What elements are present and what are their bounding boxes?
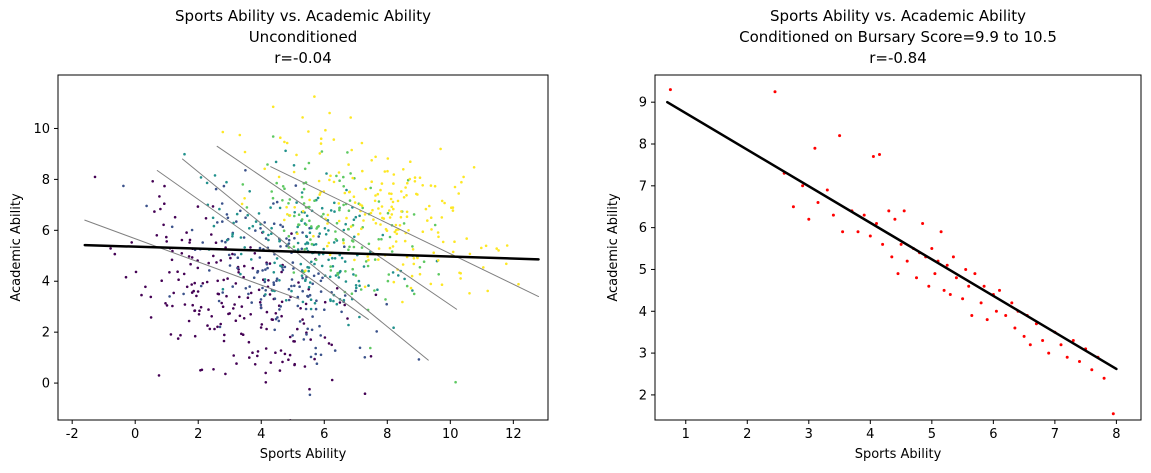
svg-text:5: 5 [928,427,936,442]
left-chart-title: Sports Ability vs. Academic Ability Unco… [58,6,548,69]
right-chart-panel: Sports Ability vs. Academic Ability Cond… [575,0,1151,473]
left-chart-title-line2: Unconditioned [248,28,358,46]
left-chart-title-line3: r=-0.04 [274,49,332,67]
left-chart-title-line1: Sports Ability vs. Academic Ability [175,7,431,25]
svg-text:4: 4 [42,275,50,290]
svg-text:Sports Ability: Sports Ability [260,447,347,462]
right-chart-title: Sports Ability vs. Academic Ability Cond… [655,6,1141,69]
right-chart-title-line2: Conditioned on Bursary Score=9.9 to 10.5 [739,28,1057,46]
svg-text:6: 6 [42,224,50,239]
svg-text:10: 10 [33,122,50,137]
svg-text:2: 2 [639,388,647,403]
right-chart-title-line3: r=-0.84 [869,49,927,67]
svg-text:7: 7 [639,179,647,194]
svg-text:9: 9 [639,96,647,111]
svg-text:8: 8 [639,138,647,153]
svg-text:6: 6 [989,427,997,442]
svg-text:8: 8 [383,427,391,442]
right-chart-canvas: 1 2 3 4 5 6 7 8 2 3 4 5 6 7 8 9 Sports Ability Academic A… [606,74,1142,462]
svg-text:5: 5 [639,263,647,278]
svg-text:2: 2 [194,427,202,442]
svg-text:3: 3 [639,347,647,362]
svg-text:0: 0 [42,377,50,392]
svg-text:Academic Ability: Academic Ability [9,193,24,302]
svg-text:4: 4 [866,427,874,442]
svg-text:8: 8 [42,173,50,188]
svg-text:8: 8 [1112,427,1120,442]
svg-text:Academic Ability: Academic Ability [606,193,621,302]
right-chart-title-line1: Sports Ability vs. Academic Ability [770,7,1026,25]
svg-text:4: 4 [257,427,265,442]
svg-text:6: 6 [639,221,647,236]
svg-text:12: 12 [505,427,522,442]
svg-text:0: 0 [131,427,139,442]
svg-text:6: 6 [320,427,328,442]
svg-text:1: 1 [682,427,690,442]
left-chart-panel: Sports Ability vs. Academic Ability Unco… [0,0,575,473]
svg-text:3: 3 [805,427,813,442]
svg-text:10: 10 [442,427,459,442]
svg-text:-2: -2 [66,427,79,442]
svg-text:7: 7 [1051,427,1059,442]
svg-text:2: 2 [42,326,50,341]
svg-text:4: 4 [639,305,647,320]
left-chart-canvas: -2 0 2 4 6 8 10 12 0 2 4 6 8 10 Sports Ability Academic… [9,74,549,462]
svg-text:Sports Ability: Sports Ability [855,447,942,462]
svg-text:2: 2 [743,427,751,442]
